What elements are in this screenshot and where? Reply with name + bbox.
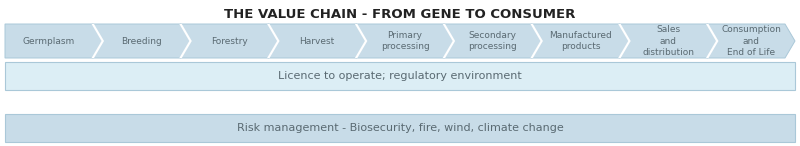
Text: Licence to operate; regulatory environment: Licence to operate; regulatory environme…: [278, 71, 522, 81]
Polygon shape: [618, 24, 630, 58]
Polygon shape: [706, 24, 718, 58]
Text: Breeding: Breeding: [122, 36, 162, 46]
Polygon shape: [707, 24, 795, 58]
Text: Manufactured
products: Manufactured products: [549, 31, 612, 51]
Text: Forestry: Forestry: [211, 36, 248, 46]
Polygon shape: [5, 24, 102, 58]
Text: Germplasm: Germplasm: [22, 36, 75, 46]
Polygon shape: [355, 24, 367, 58]
Polygon shape: [532, 24, 630, 58]
Text: Consumption
and
End of Life: Consumption and End of Life: [721, 25, 781, 57]
Text: Secondary
processing: Secondary processing: [469, 31, 517, 51]
Polygon shape: [268, 24, 366, 58]
Text: Risk management - Biosecurity, fire, wind, climate change: Risk management - Biosecurity, fire, win…: [237, 123, 563, 133]
Polygon shape: [179, 24, 192, 58]
Text: Primary
processing: Primary processing: [381, 31, 430, 51]
Polygon shape: [267, 24, 279, 58]
Polygon shape: [530, 24, 543, 58]
FancyBboxPatch shape: [5, 62, 795, 90]
Polygon shape: [356, 24, 454, 58]
Polygon shape: [93, 24, 190, 58]
Polygon shape: [442, 24, 455, 58]
Text: Harvest: Harvest: [299, 36, 335, 46]
Polygon shape: [91, 24, 104, 58]
Polygon shape: [181, 24, 278, 58]
Polygon shape: [619, 24, 718, 58]
Text: THE VALUE CHAIN - FROM GENE TO CONSUMER: THE VALUE CHAIN - FROM GENE TO CONSUMER: [224, 8, 576, 21]
Polygon shape: [444, 24, 542, 58]
Text: Sales
and
distribution: Sales and distribution: [642, 25, 694, 57]
FancyBboxPatch shape: [5, 114, 795, 142]
